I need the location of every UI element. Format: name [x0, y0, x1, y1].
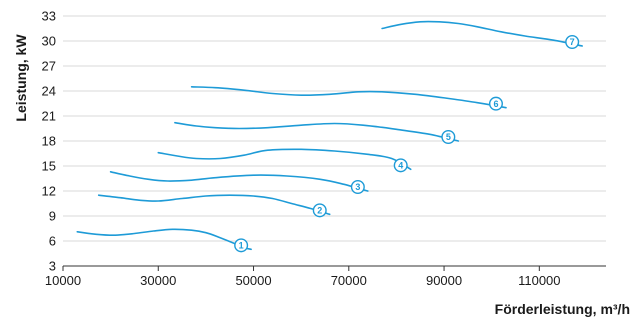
- series-2: 2: [97, 194, 331, 218]
- y-tick-label: 27: [42, 59, 56, 74]
- series-badge-label: 7: [570, 37, 575, 47]
- series-layer: 1 2 3 4 5 6 7: [76, 20, 583, 253]
- series-badge-label: 4: [398, 161, 403, 171]
- series-badge: [312, 203, 327, 218]
- series-line: [174, 121, 460, 142]
- x-axis-title: Förderleistung, m³/h: [495, 301, 630, 317]
- y-axis-title: Leistung, kW: [13, 34, 29, 122]
- series-badge-label: 6: [493, 99, 498, 109]
- series-7: 7: [381, 20, 583, 50]
- series-badge: [350, 179, 365, 194]
- y-tick-label: 33: [42, 9, 56, 24]
- axis-layer: [62, 265, 606, 271]
- y-tick-label: 30: [42, 34, 56, 49]
- series-4: 4: [157, 148, 412, 173]
- y-tick-label: 18: [42, 134, 56, 149]
- series-6: 6: [190, 86, 507, 111]
- series-badge: [565, 35, 580, 50]
- series-badge-label: 2: [317, 206, 322, 216]
- series-1: 1: [76, 228, 252, 253]
- series-badge: [234, 238, 249, 253]
- y-tick-label: 21: [42, 109, 56, 124]
- series-line: [190, 86, 507, 109]
- x-tick-label: 70000: [331, 273, 367, 288]
- x-tick-label: 30000: [140, 273, 176, 288]
- series-badge: [441, 129, 456, 144]
- y-tick-label: 12: [42, 184, 56, 199]
- series-badge-label: 3: [355, 182, 360, 192]
- series-line: [157, 148, 412, 171]
- series-line: [76, 228, 252, 251]
- series-5: 5: [174, 121, 460, 144]
- series-badge: [393, 158, 408, 173]
- x-tick-label: 50000: [235, 273, 271, 288]
- series-line: [381, 20, 583, 47]
- series-badge-label: 5: [446, 132, 451, 142]
- x-tick-label: 10000: [45, 273, 81, 288]
- series-badge: [488, 96, 503, 111]
- y-tick-label: 24: [42, 84, 56, 99]
- x-tick-label: 110000: [518, 273, 560, 288]
- series-line: [97, 194, 331, 216]
- x-tick-label: 90000: [426, 273, 462, 288]
- y-tick-label: 15: [42, 159, 56, 174]
- series-badge-label: 1: [239, 241, 244, 251]
- series-line: [109, 171, 369, 192]
- y-tick-label: 6: [49, 234, 56, 249]
- y-tick-label: 9: [49, 209, 56, 224]
- grid-layer: [63, 15, 606, 267]
- series-3: 3: [109, 171, 369, 194]
- y-tick-label: 3: [49, 259, 56, 274]
